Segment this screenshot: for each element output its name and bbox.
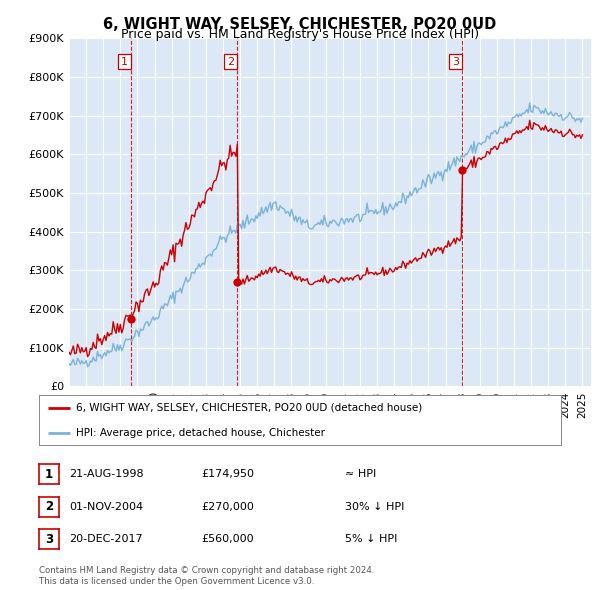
Text: 3: 3 — [452, 57, 459, 67]
Text: 1: 1 — [121, 57, 128, 67]
Text: 01-NOV-2004: 01-NOV-2004 — [69, 502, 143, 512]
Text: £560,000: £560,000 — [201, 535, 254, 544]
Text: Price paid vs. HM Land Registry's House Price Index (HPI): Price paid vs. HM Land Registry's House … — [121, 28, 479, 41]
Text: 6, WIGHT WAY, SELSEY, CHICHESTER, PO20 0UD (detached house): 6, WIGHT WAY, SELSEY, CHICHESTER, PO20 0… — [76, 403, 422, 413]
Text: ≈ HPI: ≈ HPI — [345, 470, 376, 479]
Text: 5% ↓ HPI: 5% ↓ HPI — [345, 535, 397, 544]
Text: 6, WIGHT WAY, SELSEY, CHICHESTER, PO20 0UD: 6, WIGHT WAY, SELSEY, CHICHESTER, PO20 0… — [103, 17, 497, 31]
Text: 2: 2 — [45, 500, 53, 513]
Text: 20-DEC-2017: 20-DEC-2017 — [69, 535, 143, 544]
Text: 21-AUG-1998: 21-AUG-1998 — [69, 470, 143, 479]
Text: 2: 2 — [227, 57, 234, 67]
Text: Contains HM Land Registry data © Crown copyright and database right 2024.
This d: Contains HM Land Registry data © Crown c… — [39, 566, 374, 586]
Text: HPI: Average price, detached house, Chichester: HPI: Average price, detached house, Chic… — [76, 428, 325, 438]
Text: 1: 1 — [45, 468, 53, 481]
Text: 3: 3 — [45, 533, 53, 546]
Text: £270,000: £270,000 — [201, 502, 254, 512]
Text: 30% ↓ HPI: 30% ↓ HPI — [345, 502, 404, 512]
Text: £174,950: £174,950 — [201, 470, 254, 479]
